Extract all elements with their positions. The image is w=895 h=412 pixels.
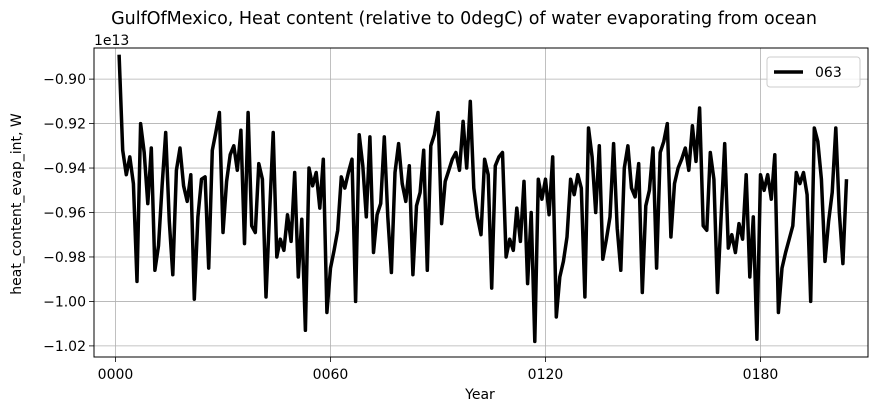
- legend: 063: [766, 56, 861, 88]
- series-layer: [117, 54, 849, 344]
- y-offset-label: 1e13: [94, 33, 129, 49]
- x-tick-label: 0060: [313, 367, 349, 383]
- y-tick-label: −0.92: [43, 117, 86, 133]
- x-tick-label: 0180: [743, 367, 779, 383]
- y-ticks: −1.02 −1.00 −0.98 −0.96 −0.94 −0.92 −0.90: [43, 72, 94, 355]
- y-tick-label: −1.00: [43, 294, 86, 310]
- series-line-063: [117, 54, 849, 344]
- legend-box: [766, 56, 861, 88]
- y-axis-label: heat_content_evap_int, W: [9, 113, 25, 295]
- y-tick-label: −0.94: [43, 161, 86, 177]
- legend-label-063: 063: [815, 65, 842, 81]
- y-tick-label: −1.02: [43, 339, 86, 355]
- y-tick-label: −0.98: [43, 250, 86, 266]
- x-ticks: 0000 0060 0120 0180: [98, 357, 779, 383]
- x-tick-label: 0120: [528, 367, 564, 383]
- plot-frame: [93, 47, 869, 358]
- x-axis-label: Year: [464, 387, 495, 403]
- x-tick-label: 0000: [98, 367, 134, 383]
- chart-title: GulfOfMexico, Heat content (relative to …: [111, 9, 817, 29]
- y-tick-label: −0.90: [43, 72, 86, 88]
- y-tick-label: −0.96: [43, 206, 86, 222]
